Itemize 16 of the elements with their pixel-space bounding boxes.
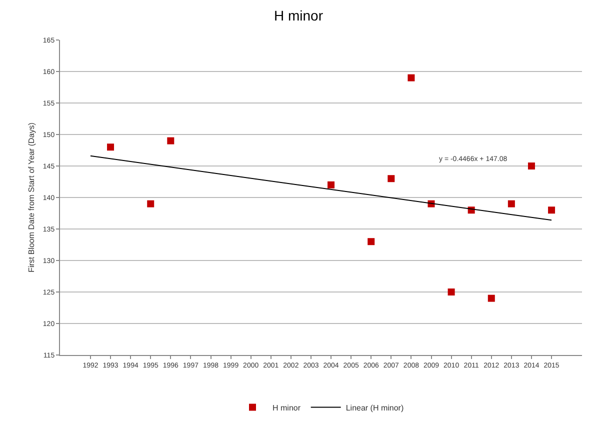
- point: [408, 74, 415, 82]
- point: [388, 175, 395, 182]
- point: [328, 181, 335, 188]
- legend-label: H minor: [272, 403, 301, 412]
- point: [167, 137, 174, 144]
- point: [488, 294, 495, 302]
- point: [368, 238, 375, 246]
- point: [448, 288, 455, 296]
- point: [548, 206, 556, 214]
- y-axis-title: First Bloom Date from Start of Year (Days): [27, 122, 36, 272]
- point: [508, 200, 515, 208]
- point: [147, 200, 154, 208]
- chart-title: H minor: [274, 8, 324, 24]
- point: [107, 144, 114, 151]
- legend-label: Linear (H minor): [346, 403, 404, 412]
- point: [528, 162, 535, 170]
